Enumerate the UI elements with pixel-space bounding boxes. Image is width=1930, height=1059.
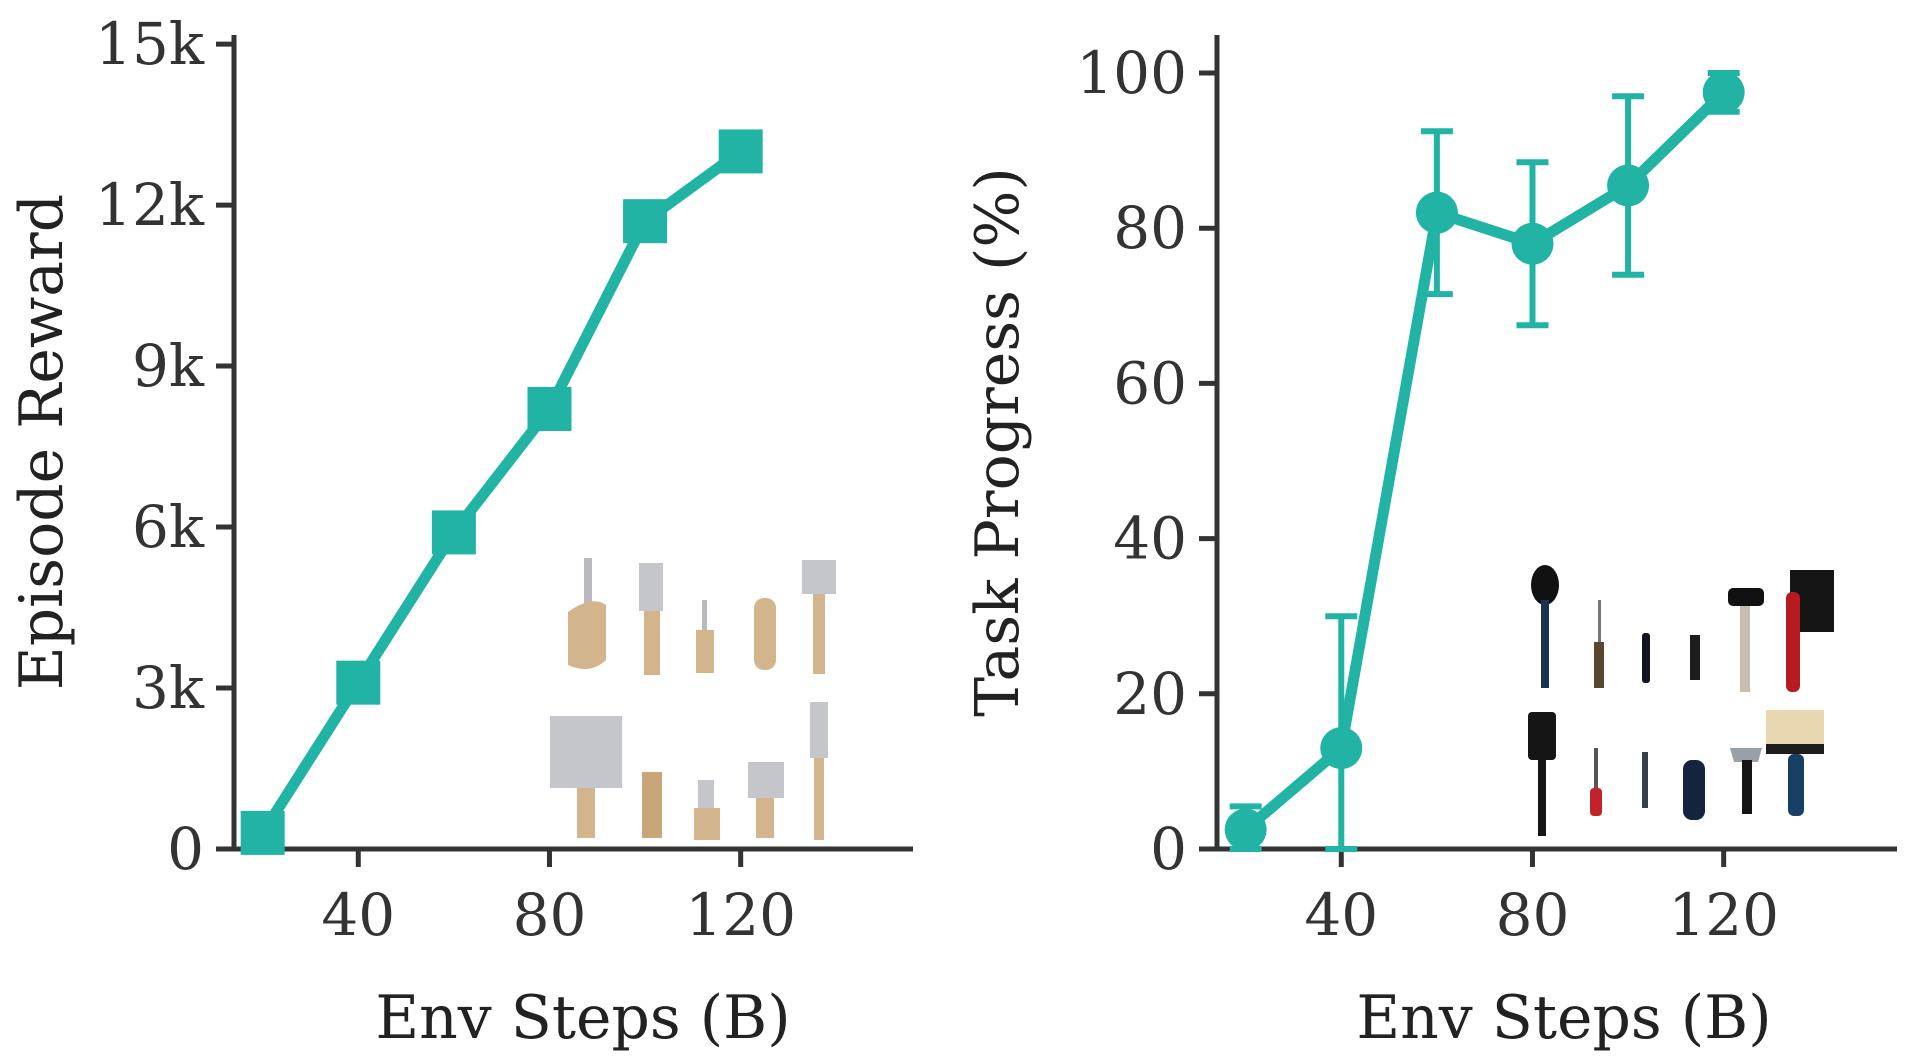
x-axis-label: Env Steps (B) (375, 983, 790, 1053)
shape-round-post (754, 598, 776, 670)
series-line (1242, 88, 1728, 834)
shape-pin-top (702, 600, 707, 630)
y-axis-label: Episode Reward (7, 194, 77, 690)
y-tick-label: 6k (132, 493, 205, 561)
data-point (1415, 191, 1458, 234)
shape-mid-post (756, 798, 774, 838)
error-bars (1229, 70, 1740, 852)
task-progress-chart: 0 20 40 60 80 100 40 80 120 (963, 35, 1897, 1053)
y-tick-label: 60 (1113, 349, 1187, 417)
hammer-icon (1730, 748, 1762, 762)
series-line-path (258, 146, 744, 836)
paint-brush-handle (1788, 754, 1804, 816)
shape-small-block (698, 780, 714, 808)
x-tick-label: 40 (1304, 881, 1378, 949)
mallet-head (1728, 588, 1764, 606)
data-point (623, 199, 668, 244)
shape-cylinder (568, 601, 606, 669)
y-tick-label: 40 (1113, 505, 1187, 573)
x-tick-label: 80 (513, 881, 587, 949)
shape-plate-post (577, 788, 595, 838)
shape-stub (694, 808, 720, 840)
y-ticks: 0 20 40 60 80 100 (1076, 39, 1217, 883)
y-ticks: 0 3k 6k 9k 12k 15k (95, 10, 234, 883)
shape-post (644, 611, 660, 675)
marker-icon (1642, 633, 1650, 683)
data-point (718, 129, 763, 174)
shape-rod-top (584, 558, 592, 608)
y-axis-label: Task Progress (%) (963, 167, 1033, 717)
brush-handle (1786, 592, 1800, 692)
screwdriver-handle (1594, 642, 1604, 688)
small-screwdriver-shaft (1594, 748, 1598, 788)
shape-large-plate (550, 716, 622, 788)
shape-square-post (642, 772, 662, 838)
episode-reward-chart: 0 3k 6k 9k 12k 15k 40 80 120 Env Steps (B) (7, 10, 913, 1053)
x-ticks: 40 80 120 (1304, 849, 1779, 949)
shape-block-top (639, 563, 663, 611)
series-line (258, 146, 744, 836)
data-point (336, 660, 381, 705)
series-line-path (1242, 88, 1728, 834)
series-markers (240, 129, 763, 855)
x-tick-label: 80 (1496, 881, 1570, 949)
data-point (240, 810, 285, 855)
paint-brush-bristles (1766, 710, 1824, 744)
y-tick-label: 12k (95, 171, 205, 239)
data-point (1224, 808, 1267, 851)
data-point (1607, 164, 1650, 207)
x-tick-label: 40 (321, 881, 395, 949)
y-tick-label: 3k (132, 654, 205, 722)
shape-short-post (696, 630, 714, 673)
x-tick-label: 120 (685, 881, 796, 949)
mallet-handle (1740, 606, 1750, 692)
shape-thin-post (813, 594, 825, 674)
shape-tall-block (810, 702, 828, 758)
hammer-handle (1742, 760, 1752, 814)
x-ticks: 40 80 120 (321, 849, 796, 949)
spoon-handle (1541, 600, 1549, 688)
x-tick-label: 120 (1668, 881, 1779, 949)
y-tick-label: 100 (1076, 39, 1187, 107)
spatula-handle (1538, 760, 1546, 836)
y-tick-label: 20 (1113, 660, 1187, 728)
shapes-inset (550, 558, 836, 840)
spoon-icon (1531, 565, 1559, 605)
screwdriver-shaft (1598, 600, 1601, 644)
y-tick-label: 80 (1113, 194, 1187, 262)
spatula-icon (1528, 712, 1556, 760)
x-axis-label: Env Steps (B) (1356, 983, 1771, 1053)
data-point (1320, 727, 1363, 770)
shape-mid-plate (748, 762, 784, 798)
tools-inset (1528, 565, 1834, 836)
y-tick-label: 0 (167, 815, 204, 883)
small-screwdriver-handle (1590, 788, 1602, 816)
data-point (527, 386, 572, 431)
y-tick-label: 15k (95, 10, 205, 78)
pen-icon (1642, 752, 1648, 808)
paint-brush-band (1766, 744, 1824, 754)
y-tick-label: 9k (132, 332, 205, 400)
block-icon (1690, 635, 1700, 680)
shape-square-top (802, 560, 836, 594)
data-point (1511, 222, 1554, 265)
data-point (1702, 71, 1745, 114)
shape-tall-post (814, 758, 824, 840)
series-markers (1224, 71, 1745, 851)
y-tick-label: 0 (1150, 815, 1187, 883)
stapler-icon (1683, 760, 1705, 820)
data-point (431, 510, 476, 555)
